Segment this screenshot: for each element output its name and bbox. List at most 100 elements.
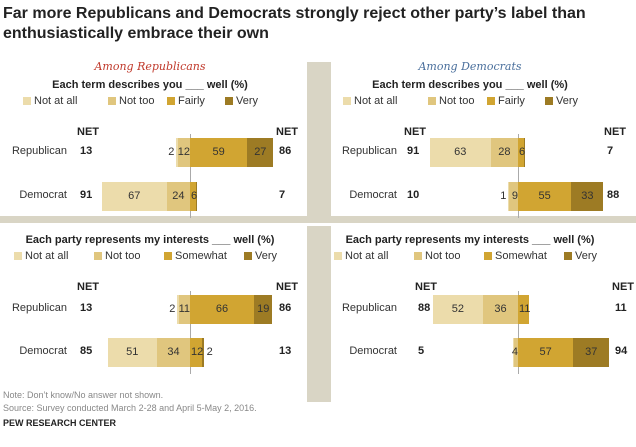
legend-item: Not at all xyxy=(334,250,388,262)
bar-segment-very xyxy=(195,182,197,211)
legend-swatch xyxy=(334,252,342,260)
bar-value-label: 12 xyxy=(177,146,190,158)
bar-segment-not-at-all xyxy=(513,338,515,367)
legend-item: Not too xyxy=(94,250,140,262)
bar-value-label: 12 xyxy=(191,346,204,358)
bar-segment-not-too xyxy=(179,295,190,324)
legend-item: Somewhat xyxy=(484,250,547,262)
bar-value-label: 1 xyxy=(500,190,507,202)
divider-gap xyxy=(307,223,331,226)
bar-value-label: 51 xyxy=(126,346,139,358)
bar-segment-fairly xyxy=(190,182,196,211)
bar-segment-somewhat xyxy=(190,338,202,367)
bar-value-label: 28 xyxy=(498,146,511,158)
legend-item: Very xyxy=(545,95,578,107)
row-label: Democrat xyxy=(349,189,397,201)
legend-label: Somewhat xyxy=(495,250,547,262)
bar-value-label: 36 xyxy=(494,303,507,315)
source: Source: Survey conducted March 2-28 and … xyxy=(3,403,257,413)
bar-segment-not-at-all xyxy=(429,138,491,167)
zero-axis xyxy=(518,134,519,218)
bar-value-label: 34 xyxy=(167,346,180,358)
zero-axis xyxy=(190,134,191,218)
legend-swatch xyxy=(545,97,553,105)
legend-swatch xyxy=(167,97,175,105)
bar-segment-very xyxy=(573,338,610,367)
panel-group-heading: Among Democrats xyxy=(418,60,522,73)
bar-value-label: 55 xyxy=(538,190,551,202)
net-right-value: 7 xyxy=(607,145,614,157)
legend-item: Fairly xyxy=(167,95,205,107)
bar-segment-somewhat xyxy=(518,338,574,367)
bar-segment-not-too xyxy=(157,338,190,367)
row-label: Republican xyxy=(341,145,397,157)
bar-segment-not-at-all xyxy=(107,338,158,367)
net-header-right: NET xyxy=(612,281,634,293)
bar-value-label: 2 xyxy=(168,146,175,158)
row-label: Republican xyxy=(341,302,397,314)
legend-swatch xyxy=(484,252,492,260)
zero-axis xyxy=(190,291,191,374)
bar-segment-not-too xyxy=(178,138,190,167)
bar-segment-not-at-all xyxy=(101,182,167,211)
panel-group-heading: Among Republicans xyxy=(94,60,206,73)
net-right-value: 94 xyxy=(615,345,628,357)
chart-title: Far more Republicans and Democrats stron… xyxy=(3,5,586,42)
net-header-right: NET xyxy=(604,126,626,138)
bar-segment-not-at-all xyxy=(432,295,484,324)
net-right-value: 86 xyxy=(279,145,292,157)
zero-axis xyxy=(518,291,519,374)
net-header-right: NET xyxy=(276,126,298,138)
net-right-value: 88 xyxy=(607,189,620,201)
legend-item: Not at all xyxy=(14,250,68,262)
bar-segment-not-too xyxy=(509,182,518,211)
legend-swatch xyxy=(14,252,22,260)
brand-logo: PEW RESEARCH CENTER xyxy=(3,418,117,428)
bar-segment-not-too xyxy=(166,182,190,211)
bar-segment-very xyxy=(571,182,604,211)
bar-value-label: 27 xyxy=(254,146,267,158)
row-label: Democrat xyxy=(19,189,67,201)
bar-value-label: 37 xyxy=(585,346,598,358)
legend-label: Not at all xyxy=(354,95,398,107)
bar-value-label: 67 xyxy=(128,190,141,202)
divider-vertical xyxy=(307,62,331,402)
panel-question-title: Each term describes you ___ well (%) xyxy=(372,79,568,91)
legend-label: Not at all xyxy=(345,250,389,262)
bar-segment-not-too xyxy=(490,138,518,167)
legend-swatch xyxy=(164,252,172,260)
legend-item: Not too xyxy=(414,250,460,262)
net-left-value: 85 xyxy=(80,345,93,357)
bar-value-label: 9 xyxy=(511,190,518,202)
legend-item: Very xyxy=(564,250,597,262)
net-right-value: 13 xyxy=(279,345,292,357)
bar-value-label: 19 xyxy=(257,303,270,315)
panel-question-title: Each party represents my interests ___ w… xyxy=(25,234,275,246)
legend-swatch xyxy=(108,97,116,105)
legend-label: Very xyxy=(556,95,579,107)
bar-value-label: 11 xyxy=(519,303,531,315)
bar-segment-not-too xyxy=(514,338,518,367)
legend-label: Not too xyxy=(425,250,461,262)
legend-label: Not at all xyxy=(25,250,69,262)
bar-value-label: 52 xyxy=(451,303,464,315)
bar-value-label: 2 xyxy=(169,303,176,315)
legend-item: Fairly xyxy=(487,95,525,107)
legend-swatch xyxy=(487,97,495,105)
net-right-value: 7 xyxy=(279,189,286,201)
legend-swatch xyxy=(428,97,436,105)
bar-segment-not-at-all xyxy=(177,295,180,324)
panel-question-title: Each party represents my interests ___ w… xyxy=(345,234,595,246)
bar-value-label: 2 xyxy=(206,346,213,358)
net-header-right: NET xyxy=(276,281,298,293)
row-label: Democrat xyxy=(349,345,397,357)
legend-label: Not too xyxy=(439,95,475,107)
net-left-value: 88 xyxy=(418,302,431,314)
legend-label: Very xyxy=(236,95,259,107)
bar-value-label: 66 xyxy=(215,303,229,315)
bar-segment-not-at-all xyxy=(176,138,179,167)
net-left-value: 13 xyxy=(80,145,93,157)
legend-item: Not too xyxy=(108,95,154,107)
net-right-value: 86 xyxy=(279,302,292,314)
